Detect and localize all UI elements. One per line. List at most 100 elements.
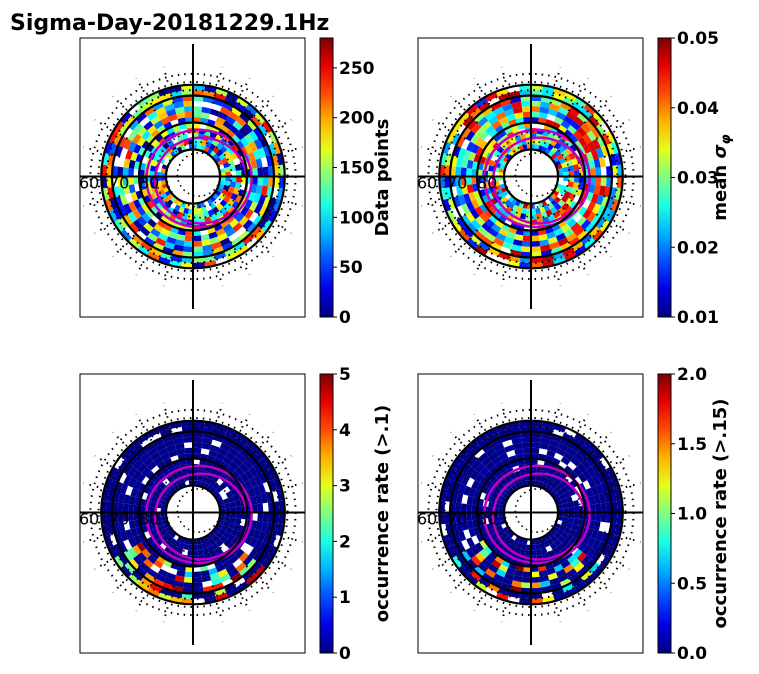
colorbar-tick-label: 0.5 [677, 574, 707, 594]
heatmap-bin [504, 236, 515, 245]
heatmap-bin [137, 551, 148, 563]
heatmap-bin [242, 233, 255, 246]
heatmap-bin [488, 227, 499, 238]
dotted-spoke [229, 241, 251, 276]
heatmap-bin [495, 423, 509, 433]
heatmap-bin [146, 111, 158, 121]
dotted-spoke [421, 482, 459, 494]
heatmap-bin [139, 226, 151, 237]
heatmap-bin [219, 237, 231, 247]
heatmap-bin [220, 461, 230, 470]
heatmap-bin [223, 246, 237, 257]
heatmap-bin [569, 134, 579, 144]
heatmap-bin [231, 536, 240, 546]
heatmap-bin [242, 459, 253, 470]
heatmap-bin [149, 506, 156, 513]
heatmap-bin [553, 256, 567, 266]
heatmap-bin [481, 149, 489, 158]
heatmap-bin [160, 452, 171, 462]
heatmap-bin [564, 91, 577, 102]
heatmap-bin [124, 561, 136, 574]
heatmap-bin [601, 469, 611, 482]
heatmap-bin [122, 550, 134, 562]
heatmap-bin [535, 139, 541, 146]
heatmap-bin [498, 465, 507, 474]
heatmap-bin [462, 561, 474, 574]
oval-outer [483, 464, 591, 565]
heatmap-bin [557, 535, 566, 544]
lat-label: 60 [79, 174, 99, 193]
heatmap-bin [133, 199, 142, 209]
heatmap-bin [208, 231, 218, 240]
heatmap-bin [224, 166, 231, 173]
heatmap-bin [122, 503, 129, 513]
heatmap-bin [588, 225, 600, 238]
heatmap-bin [231, 134, 241, 144]
heatmap-bin [244, 480, 253, 490]
dotted-spoke [473, 413, 495, 448]
heatmap-bin [579, 512, 585, 520]
heatmap-bin [460, 550, 472, 562]
heatmap-bin [494, 184, 502, 191]
dotted-spoke [112, 95, 141, 124]
heatmap-bin [228, 111, 240, 121]
heatmap-bin [241, 512, 247, 520]
heatmap-bin [605, 545, 616, 559]
heatmap-bin [479, 466, 489, 477]
heatmap-bin [154, 546, 164, 556]
heatmap-bin [219, 199, 228, 208]
heatmap-bin [215, 227, 226, 237]
heatmap-bin [466, 455, 478, 467]
heatmap-bin [118, 217, 129, 230]
heatmap-bin [523, 458, 531, 465]
heatmap-bin [229, 517, 236, 524]
heatmap-bin [555, 447, 567, 457]
dotted-spoke [211, 66, 224, 104]
heatmap-bin [153, 559, 164, 569]
heatmap-bin [212, 98, 224, 107]
heatmap-bin [560, 531, 569, 539]
heatmap-bin [456, 217, 467, 230]
heatmap-bin [572, 499, 580, 507]
heatmap-bin [593, 520, 601, 531]
heatmap-bin [591, 203, 601, 215]
heatmap-bin [560, 456, 571, 466]
heatmap-bin [494, 461, 504, 470]
heatmap-bin [580, 219, 591, 230]
heatmap-bin [188, 208, 193, 215]
heatmap-bin [133, 123, 144, 134]
heatmap-bin [494, 219, 504, 228]
dotted-spoke [245, 565, 274, 594]
heatmap-bin [212, 535, 220, 543]
heatmap-bin [113, 219, 125, 233]
heatmap-bin [127, 466, 138, 478]
heatmap-bin [451, 456, 463, 470]
heatmap-bin [193, 122, 201, 129]
heatmap-bin [163, 223, 173, 232]
heatmap-bin [600, 145, 610, 157]
heatmap-bin [225, 115, 236, 126]
heatmap-bin [475, 215, 486, 227]
heatmap-bin [571, 437, 584, 449]
colorbar-gradient [657, 37, 672, 318]
heatmap-bin [236, 432, 249, 444]
heatmap-bin [601, 133, 611, 146]
heatmap-bin [166, 126, 175, 135]
heatmap-bin [595, 483, 605, 495]
heatmap-bin [150, 542, 159, 551]
heatmap-bin [565, 146, 574, 155]
heatmap-bin [184, 235, 193, 242]
colorbar-tick-label: 50 [339, 258, 363, 278]
heatmap-bin [238, 551, 249, 563]
heatmap-bin [235, 140, 245, 150]
heatmap-bin [202, 437, 213, 445]
heatmap-bin [526, 203, 531, 209]
heatmap-bin [578, 206, 588, 216]
heatmap-bin [213, 121, 223, 130]
heatmap-bin [531, 246, 541, 253]
heatmap-bin [193, 571, 202, 578]
heatmap-bin [498, 508, 505, 513]
heatmap-bin [262, 532, 272, 544]
heatmap-bin [538, 233, 548, 241]
heatmap-bin [252, 463, 264, 475]
